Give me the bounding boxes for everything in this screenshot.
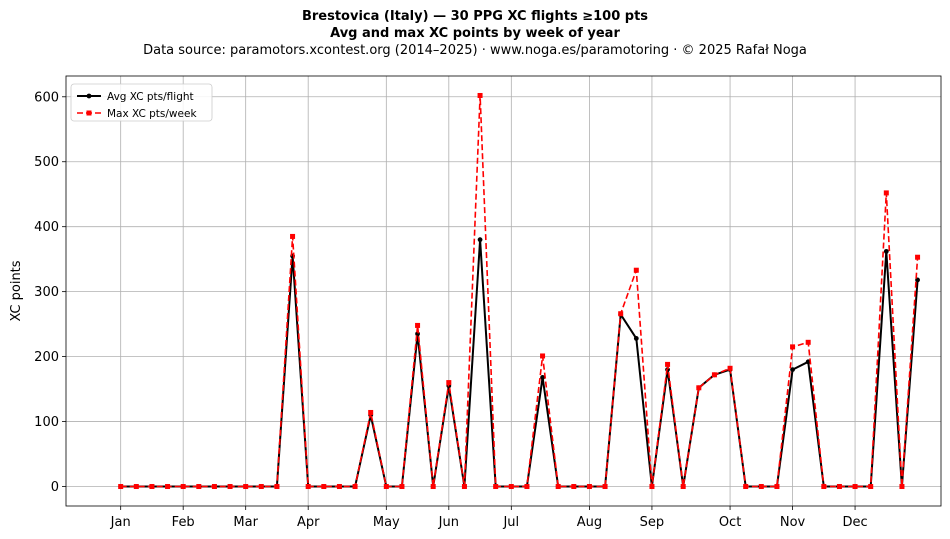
data-point (540, 374, 545, 380)
data-point (821, 484, 827, 490)
y-tick-label: 100 (34, 415, 59, 430)
y-tick-label: 0 (51, 480, 59, 495)
data-point (196, 484, 202, 490)
x-tick-label: Aug (577, 515, 602, 530)
data-point (493, 484, 499, 490)
legend-label: Avg XC pts/flight (107, 91, 194, 103)
y-tick-label: 200 (34, 350, 59, 365)
data-point (899, 484, 905, 490)
grid (66, 76, 941, 506)
data-point (508, 484, 514, 490)
data-point (571, 484, 577, 490)
data-point (430, 484, 436, 490)
data-point (696, 385, 702, 391)
data-point (368, 409, 374, 415)
data-point (477, 92, 483, 98)
data-point (243, 484, 249, 490)
data-point (555, 484, 561, 490)
data-point (758, 484, 764, 490)
data-point (165, 484, 171, 490)
data-point (790, 344, 796, 350)
data-point (399, 484, 405, 490)
data-point (415, 322, 421, 328)
data-point (211, 484, 217, 490)
y-tick-label: 400 (34, 220, 59, 235)
data-point (524, 484, 530, 490)
data-point (633, 336, 639, 341)
series-1 (118, 237, 920, 489)
x-tick-label: Oct (719, 515, 741, 530)
data-point (915, 254, 921, 260)
data-point (477, 237, 483, 243)
series-2 (118, 92, 921, 490)
data-point (461, 484, 467, 490)
legend: Avg XC pts/flight Max XC pts/week (70, 83, 213, 122)
data-point (665, 361, 671, 367)
data-point (649, 484, 655, 490)
data-point (790, 367, 795, 372)
data-point (852, 484, 858, 490)
data-point (915, 277, 920, 283)
series-line (120, 238, 919, 488)
data-point (180, 484, 186, 490)
plot-frame (65, 75, 942, 507)
x-axis: Jan Feb Mar Apr May Jun Jul Aug Sep Oct Nov Dec (110, 506, 868, 530)
series-line (120, 94, 919, 488)
data-point (805, 339, 811, 345)
data-point (540, 353, 546, 359)
legend-box (70, 83, 213, 122)
x-tick-label: May (373, 515, 400, 530)
data-point (446, 380, 452, 386)
data-point (836, 484, 842, 490)
x-tick-label: Jan (110, 515, 131, 530)
data-point (883, 190, 889, 196)
data-point (680, 484, 686, 490)
data-source-note: Data source: paramotors.xcontest.org (20… (143, 43, 807, 58)
legend-marker (86, 110, 92, 116)
x-tick-label: Nov (780, 515, 806, 530)
x-tick-label: Jul (502, 515, 519, 530)
data-point (711, 372, 717, 378)
data-point (586, 484, 592, 490)
y-tick-label: 600 (34, 90, 59, 105)
data-point (149, 484, 155, 490)
data-point (774, 484, 780, 490)
data-point (258, 484, 264, 490)
data-point (118, 484, 124, 490)
data-point (133, 484, 139, 490)
y-tick-label: 300 (34, 285, 59, 300)
data-point (602, 484, 608, 490)
legend-label: Max XC pts/week (107, 108, 197, 120)
data-point (227, 484, 233, 490)
data-point (352, 484, 358, 490)
x-tick-label: Dec (842, 515, 867, 530)
data-point (274, 484, 280, 490)
legend-marker (86, 93, 92, 99)
x-tick-label: Mar (233, 515, 258, 530)
x-tick-label: Feb (172, 515, 195, 530)
chart-title: Brestovica (Italy) — 30 PPG XC flights ≥… (301, 9, 649, 24)
y-tick-label: 500 (34, 155, 59, 170)
x-tick-label: Apr (297, 515, 320, 530)
data-point (633, 267, 639, 273)
data-point (743, 484, 749, 490)
data-point (883, 248, 889, 254)
data-point (868, 484, 874, 490)
data-point (383, 484, 389, 490)
y-axis: 0 100 200 300 400 500 600 (34, 90, 66, 495)
x-tick-label: Jun (438, 515, 459, 530)
y-axis-label: XC points (9, 260, 24, 321)
data-point (336, 484, 342, 490)
chart-subtitle: Avg and max XC points by week of year (330, 26, 620, 41)
series-layer (118, 92, 921, 490)
data-point (618, 311, 624, 317)
data-point (321, 484, 327, 490)
x-tick-label: Sep (640, 515, 665, 530)
data-point (290, 233, 296, 239)
data-point (727, 365, 733, 371)
data-point (305, 484, 311, 490)
